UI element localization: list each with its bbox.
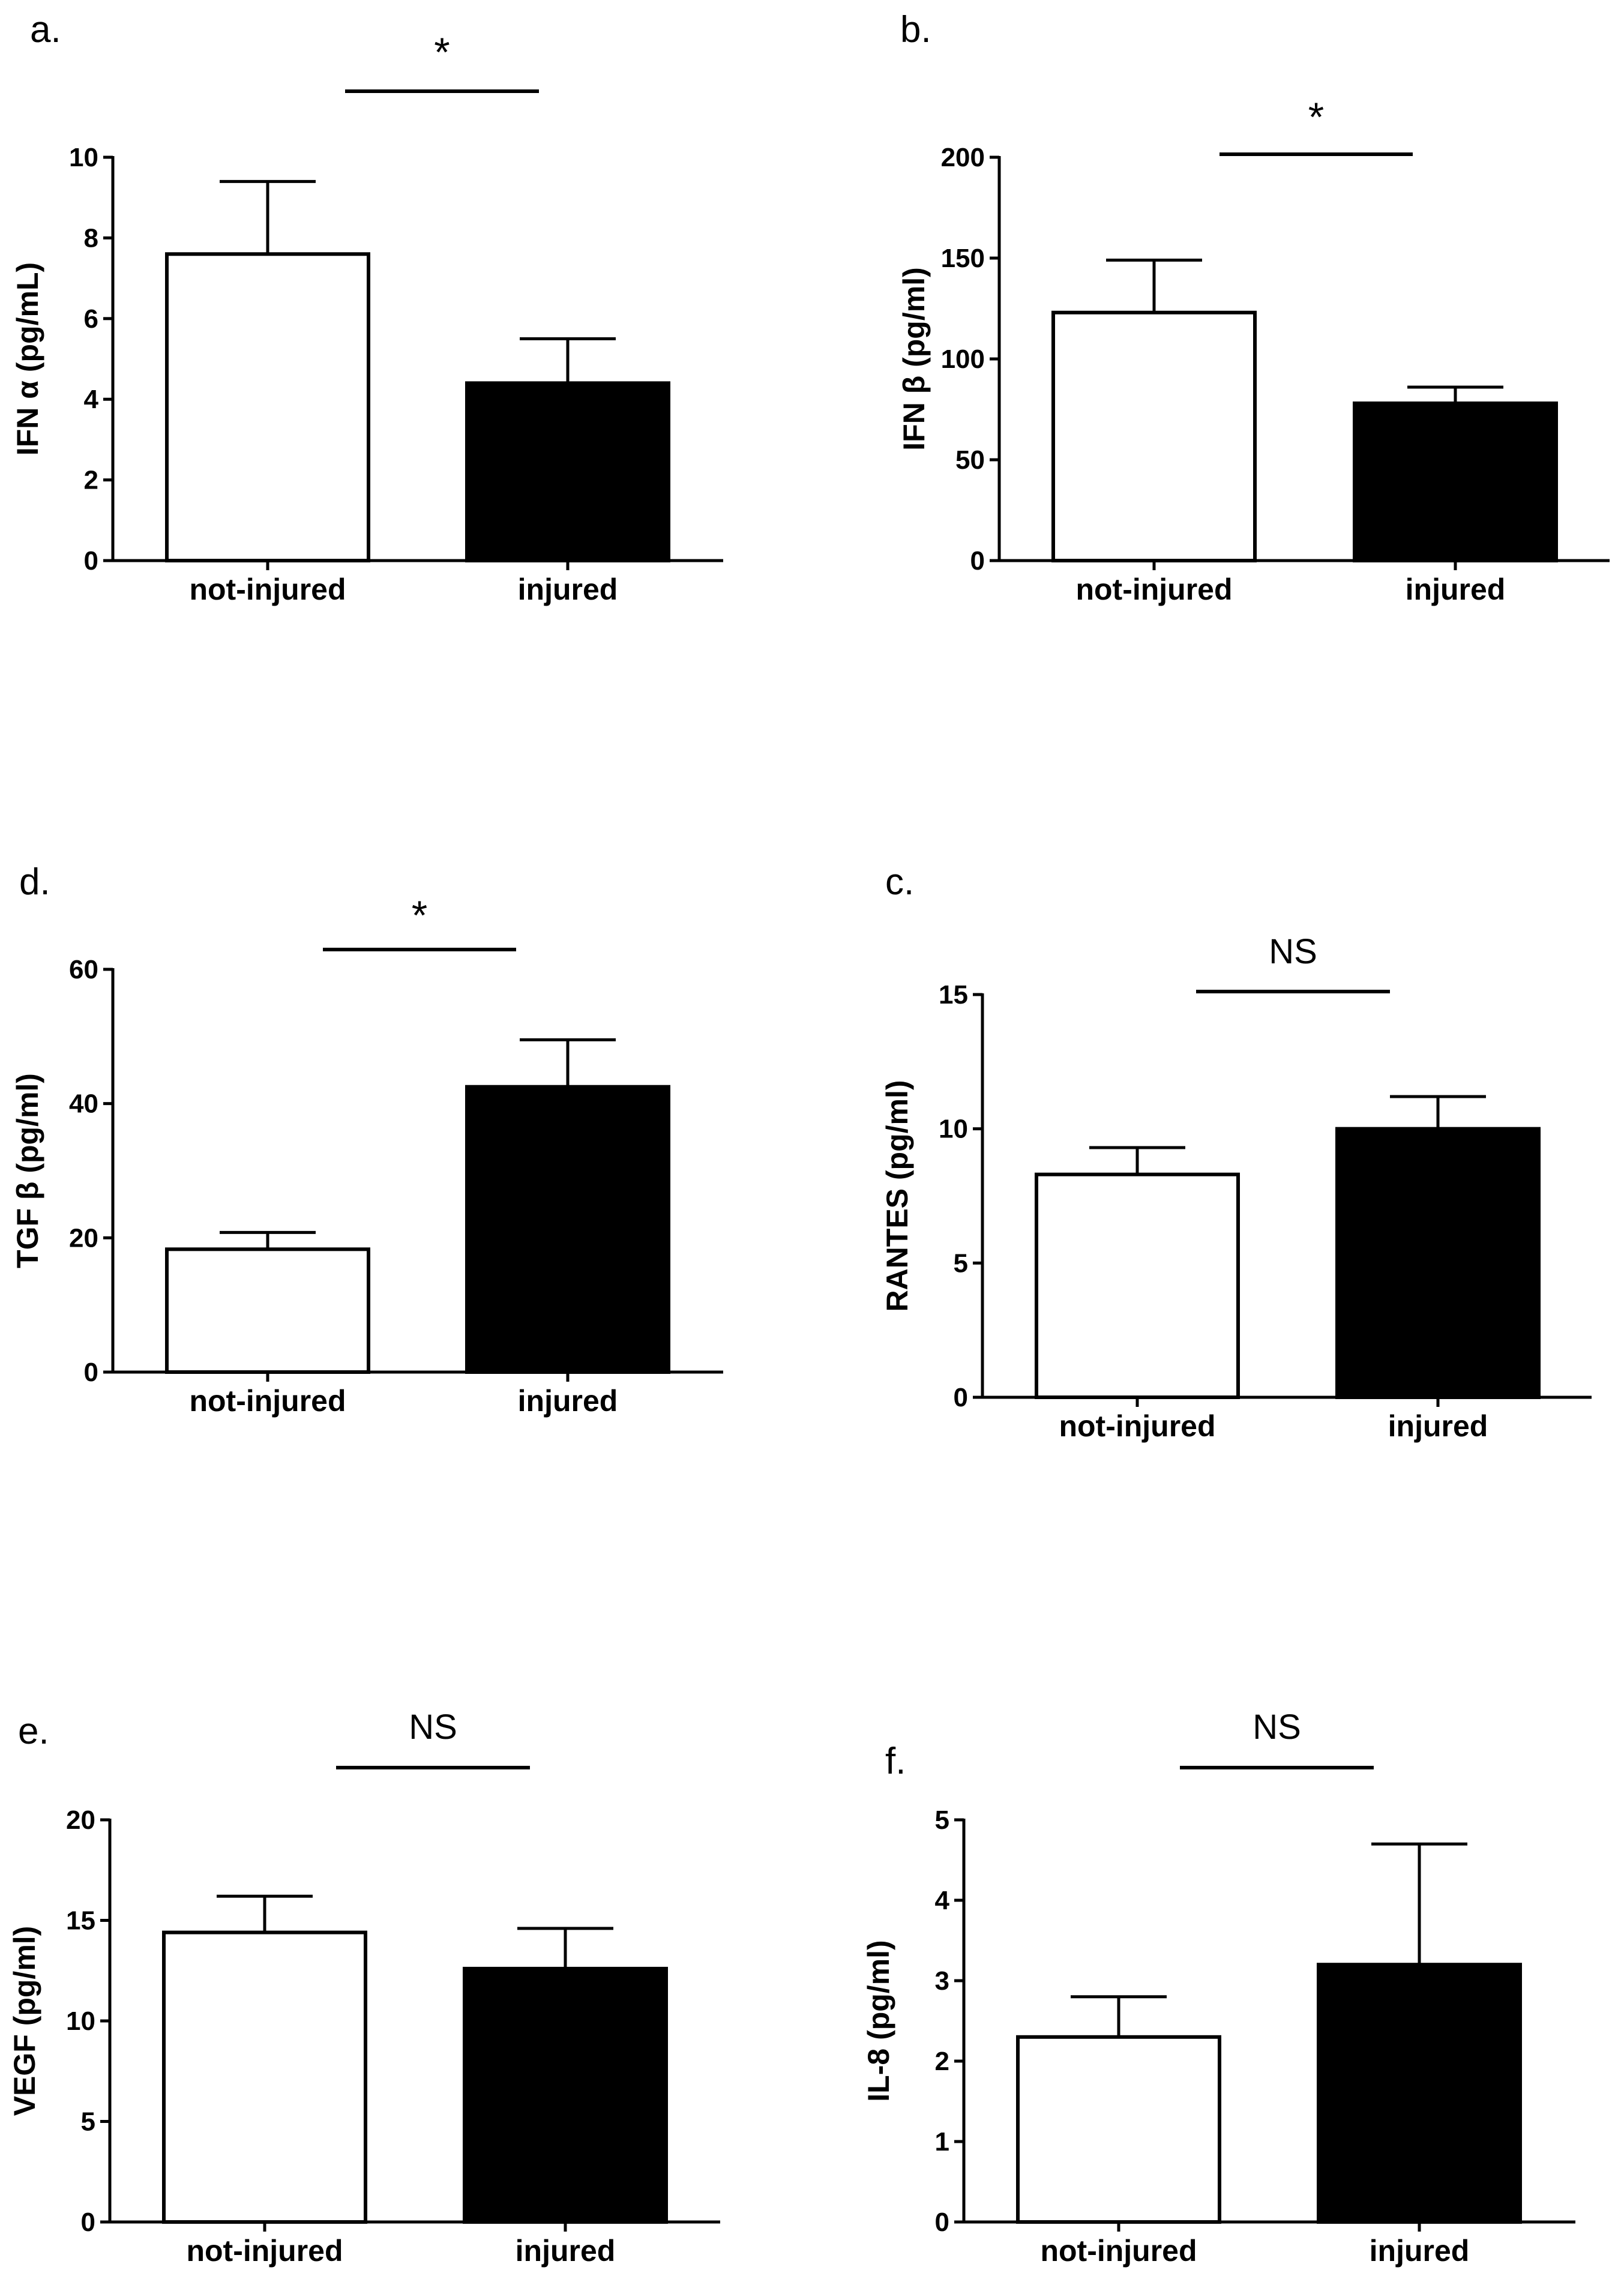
- significance-label: NS: [1269, 932, 1317, 971]
- y-tick-label: 10: [66, 2007, 95, 2036]
- panel-label: e.: [18, 1711, 49, 1752]
- y-axis-title: IFN α (pg/mL): [11, 262, 44, 456]
- y-tick-label: 0: [81, 2208, 95, 2237]
- y-tick-label: 10: [69, 143, 98, 172]
- y-axis-title: RANTES (pg/ml): [880, 1080, 914, 1311]
- y-tick-label: 20: [66, 1805, 95, 1835]
- category-label: not-injured: [1040, 2234, 1197, 2268]
- y-tick-label: 150: [941, 244, 985, 273]
- y-tick-label: 1: [935, 2127, 949, 2157]
- y-tick-label: 8: [84, 223, 98, 253]
- panel-label: a.: [30, 9, 61, 50]
- y-tick-label: 0: [84, 546, 98, 576]
- category-label: not-injured: [189, 1384, 346, 1418]
- y-tick-label: 60: [69, 955, 98, 984]
- panel-label: d.: [19, 861, 50, 903]
- y-axis-title: IL-8 (pg/ml): [862, 1940, 895, 2101]
- significance-label: *: [412, 893, 427, 938]
- y-tick-label: 2: [84, 466, 98, 495]
- bar-not-injured: [162, 1930, 367, 2224]
- significance-label: NS: [1253, 1708, 1301, 1747]
- panel-label: b.: [900, 9, 931, 50]
- chart-panel-0: a. 0 2 4 6 8 10 IFN α (pg/mL) not-injured injured…: [11, 9, 723, 606]
- bar-injured: [1317, 1963, 1522, 2224]
- category-label: injured: [1406, 573, 1506, 606]
- y-tick-label: 4: [84, 385, 99, 414]
- bar-not-injured: [1016, 2035, 1221, 2224]
- chart-panel-1: b. 0 50 100 150 200 IFN β (pg/ml) not-injured in…: [897, 9, 1610, 606]
- chart-panel-3: c. 0 5 10 15 RANTES (pg/ml) not-injured injured…: [880, 861, 1592, 1443]
- bar-injured: [1353, 401, 1558, 562]
- bar-not-injured: [1051, 310, 1257, 562]
- category-label: not-injured: [189, 573, 346, 606]
- category-label: not-injured: [1059, 1409, 1215, 1443]
- bar-injured: [1335, 1127, 1541, 1399]
- y-tick-label: 200: [941, 143, 985, 172]
- category-label: not-injured: [1075, 573, 1232, 606]
- bar-injured: [465, 1085, 670, 1374]
- y-tick-label: 40: [69, 1089, 98, 1119]
- y-tick-label: 100: [941, 345, 985, 374]
- bar-injured: [465, 381, 670, 562]
- y-tick-label: 15: [66, 1906, 95, 1936]
- y-axis-title: TGF β (pg/ml): [11, 1073, 44, 1268]
- significance-label: *: [1308, 94, 1324, 140]
- chart-panel-4: e. 0 5 10 15 20 VEGF (pg/ml) not-injured injured…: [8, 1708, 720, 2268]
- bar-not-injured: [165, 252, 370, 562]
- y-tick-label: 6: [84, 304, 98, 334]
- significance-label: NS: [409, 1708, 457, 1747]
- category-label: injured: [1388, 1409, 1488, 1443]
- y-tick-label: 0: [935, 2208, 949, 2237]
- chart-panel-5: f. 0 1 2 3 4 5 IL-8 (pg/ml) not-injured injured NS: [862, 1708, 1575, 2268]
- chart-panel-2: d. 0 20 40 60 TGF β (pg/ml) not-injured injured…: [11, 861, 723, 1418]
- category-label: injured: [516, 2234, 616, 2268]
- y-tick-label: 0: [84, 1358, 98, 1387]
- category-label: not-injured: [186, 2234, 343, 2268]
- y-tick-label: 2: [935, 2047, 949, 2076]
- y-axis-title: VEGF (pg/ml): [8, 1926, 41, 2116]
- bar-not-injured: [165, 1247, 370, 1374]
- significance-label: *: [434, 29, 450, 75]
- panel-label: c.: [885, 861, 914, 903]
- y-tick-label: 0: [970, 546, 985, 576]
- y-tick-label: 20: [69, 1223, 98, 1253]
- y-tick-label: 5: [81, 2107, 95, 2137]
- y-tick-label: 0: [954, 1383, 968, 1412]
- y-tick-label: 5: [954, 1248, 968, 1278]
- y-tick-label: 5: [935, 1805, 949, 1835]
- y-tick-label: 3: [935, 1966, 949, 1996]
- y-tick-label: 50: [955, 445, 985, 475]
- category-label: injured: [1370, 2234, 1470, 2268]
- panel-label: f.: [885, 1741, 906, 1782]
- bar-injured: [463, 1966, 668, 2224]
- y-axis-title: IFN β (pg/ml): [897, 267, 931, 450]
- category-label: injured: [518, 1384, 618, 1418]
- y-tick-label: 4: [935, 1886, 950, 1915]
- category-label: injured: [518, 573, 618, 606]
- y-tick-label: 10: [939, 1115, 968, 1144]
- bar-not-injured: [1035, 1172, 1240, 1400]
- y-tick-label: 15: [939, 980, 968, 1010]
